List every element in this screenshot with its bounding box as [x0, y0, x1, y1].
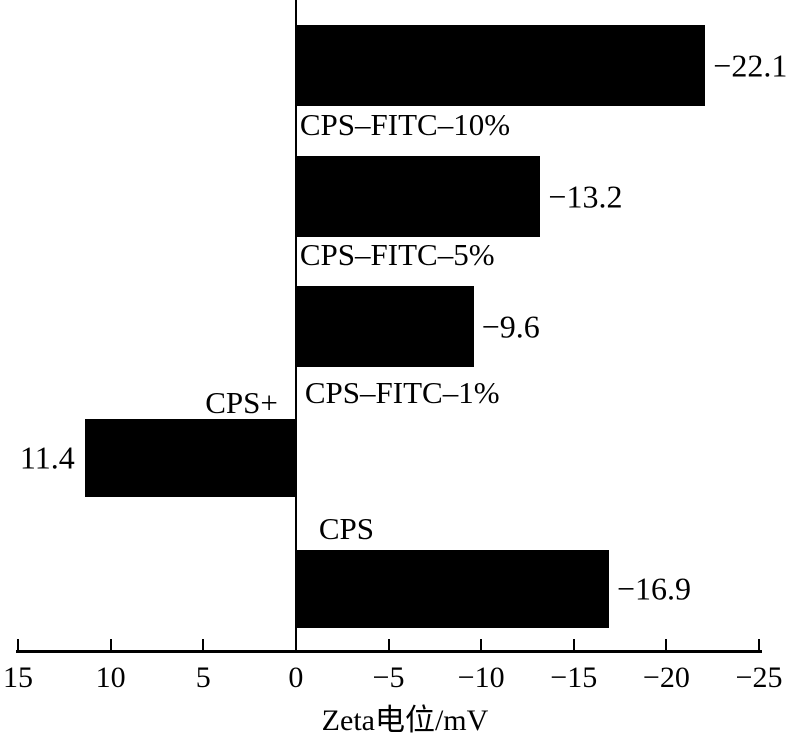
x-axis-tick: [17, 639, 19, 650]
x-axis-tick: [109, 639, 112, 650]
x-axis-tick-label: 10: [95, 661, 126, 694]
x-axis-tick: [480, 639, 483, 650]
x-axis-line: [16, 650, 762, 653]
x-axis-tick-label: −25: [735, 661, 783, 694]
value-label: −16.9: [616, 570, 691, 607]
value-label: −13.2: [548, 177, 623, 214]
bar-CPS: [295, 550, 609, 628]
bar-CPS+: [84, 419, 296, 497]
x-axis-tick-label: −15: [550, 661, 598, 694]
category-label: CPS–FITC–5%: [299, 237, 495, 272]
x-axis-tick-label: 5: [195, 661, 211, 694]
x-axis-tick-label: −5: [372, 661, 405, 694]
category-label: CPS–FITC–10%: [299, 107, 511, 142]
x-axis-tick-label: 15: [3, 661, 33, 694]
x-axis-tick: [758, 639, 760, 650]
x-axis-tick: [665, 639, 668, 650]
x-axis-tick-label: −20: [642, 661, 690, 694]
bar-CPS–FITC–10%: [295, 25, 706, 106]
x-axis-tick-label: 0: [288, 661, 304, 694]
value-label: −9.6: [481, 307, 540, 344]
category-label: CPS: [318, 511, 375, 546]
category-label: CPS+: [205, 385, 278, 420]
bar-CPS–FITC–1%: [295, 286, 474, 367]
bar-CPS–FITC–5%: [295, 156, 541, 237]
category-label: CPS–FITC–1%: [304, 375, 500, 410]
value-label: 11.4: [19, 439, 75, 476]
x-axis-tick-label: −10: [457, 661, 505, 694]
zero-baseline-line: [294, 0, 297, 653]
x-axis-tick: [387, 639, 390, 650]
value-label: −22.1: [713, 46, 788, 83]
x-axis-tick: [202, 639, 205, 650]
x-axis-title: Zeta电位/mV: [321, 704, 489, 737]
x-axis-tick: [572, 639, 575, 650]
